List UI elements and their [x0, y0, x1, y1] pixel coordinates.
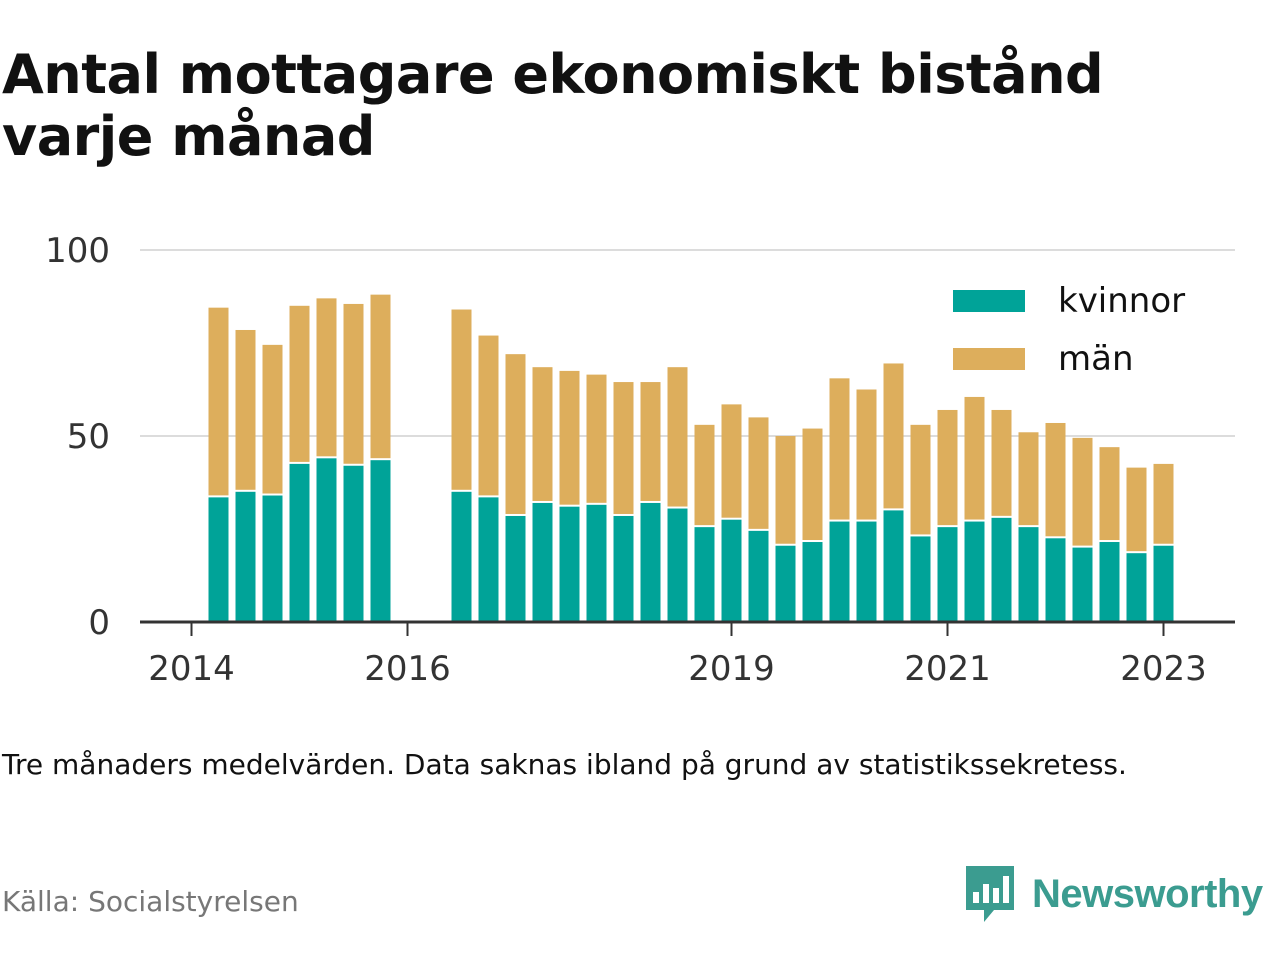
bar-kvinnor [289, 463, 310, 622]
bar-kvinnor [559, 506, 580, 622]
bar-man [802, 428, 823, 541]
bar-man [208, 307, 229, 496]
bar-man [721, 404, 742, 518]
bar-man [964, 396, 985, 520]
bar-man [667, 367, 688, 507]
stacked-bar-chart: 0 50 100 2014 2016 2019 2021 2023 kvinnor män [45, 231, 1235, 689]
bar-kvinnor [1153, 545, 1174, 622]
legend: kvinnor män [953, 281, 1185, 379]
bar-man [316, 298, 337, 457]
bar-kvinnor [991, 517, 1012, 622]
bar-kvinnor [775, 545, 796, 622]
bar-kvinnor [910, 536, 931, 622]
bar-kvinnor [1072, 547, 1093, 622]
bar-man [991, 409, 1012, 516]
bar-man [235, 329, 256, 490]
bar-kvinnor [802, 542, 823, 622]
x-tick-label: 2014 [148, 649, 235, 689]
bar-man [1099, 447, 1120, 541]
bar-man [937, 409, 958, 526]
x-tick-label: 2016 [364, 649, 451, 689]
bar-kvinnor [856, 521, 877, 622]
bar-man [1045, 422, 1066, 537]
legend-swatch-man [953, 348, 1025, 370]
bar-man [829, 378, 850, 520]
bar-kvinnor [883, 510, 904, 622]
x-tick-label: 2023 [1120, 649, 1207, 689]
bar-kvinnor [505, 515, 526, 622]
legend-label-kvinnor: kvinnor [1058, 281, 1185, 321]
bar-kvinnor [316, 458, 337, 622]
x-tick-label: 2021 [904, 649, 991, 689]
bar-kvinnor [235, 491, 256, 622]
newsworthy-logo-icon [966, 866, 1014, 922]
x-tick-label: 2019 [688, 649, 775, 689]
bar-man [748, 417, 769, 529]
bar-man [856, 389, 877, 520]
bar-man [478, 335, 499, 496]
bar-kvinnor [829, 521, 850, 622]
bar-kvinnor [1045, 538, 1066, 622]
bar-man [1126, 467, 1147, 552]
bar-kvinnor [451, 491, 472, 622]
bar-man [1018, 432, 1039, 526]
bar-kvinnor [937, 527, 958, 622]
bar-kvinnor [1018, 527, 1039, 622]
legend-label-man: män [1058, 339, 1134, 379]
bar-man [451, 309, 472, 490]
bar-man [289, 305, 310, 462]
bar-kvinnor [964, 521, 985, 622]
bar-kvinnor [640, 502, 661, 622]
bar-man [613, 382, 634, 514]
bar-man [370, 294, 391, 459]
bar-man [559, 370, 580, 505]
bars [208, 294, 1174, 622]
bar-man [1153, 463, 1174, 544]
bar-man [586, 374, 607, 503]
bar-kvinnor [532, 502, 553, 622]
legend-swatch-kvinnor [953, 290, 1025, 312]
bar-man [505, 354, 526, 514]
bar-man [1072, 437, 1093, 546]
bar-man [343, 303, 364, 464]
bar-kvinnor [721, 519, 742, 622]
brand-name: Newsworthy [1032, 871, 1263, 916]
bar-kvinnor [748, 530, 769, 622]
bar-man [262, 344, 283, 494]
bar-man [775, 436, 796, 544]
chart-note: Tre månaders medelvärden. Data saknas ib… [2, 748, 1127, 781]
brand-logo[interactable]: Newsworthy [964, 864, 1263, 924]
bar-kvinnor [262, 495, 283, 622]
y-tick-label: 0 [88, 603, 110, 643]
bar-man [694, 424, 715, 526]
bar-man [883, 363, 904, 509]
y-tick-label: 50 [67, 417, 110, 457]
bar-man [532, 367, 553, 501]
x-axis: 2014 2016 2019 2021 2023 [140, 620, 1235, 689]
bar-kvinnor [370, 460, 391, 622]
bar-kvinnor [478, 497, 499, 622]
bar-kvinnor [613, 515, 634, 622]
bar-kvinnor [1099, 542, 1120, 622]
bar-kvinnor [586, 504, 607, 622]
bar-man [640, 382, 661, 501]
bar-kvinnor [667, 508, 688, 622]
source-text: Källa: Socialstyrelsen [2, 885, 299, 918]
chart-title: Antal mottagare ekonomiskt bistånd varje… [2, 43, 1104, 168]
bar-kvinnor [343, 465, 364, 622]
y-tick-label: 100 [45, 231, 110, 271]
y-axis-ticks: 0 50 100 [45, 231, 110, 643]
bar-kvinnor [208, 497, 229, 622]
bar-kvinnor [1126, 553, 1147, 622]
bar-man [910, 424, 931, 535]
bar-kvinnor [694, 527, 715, 622]
